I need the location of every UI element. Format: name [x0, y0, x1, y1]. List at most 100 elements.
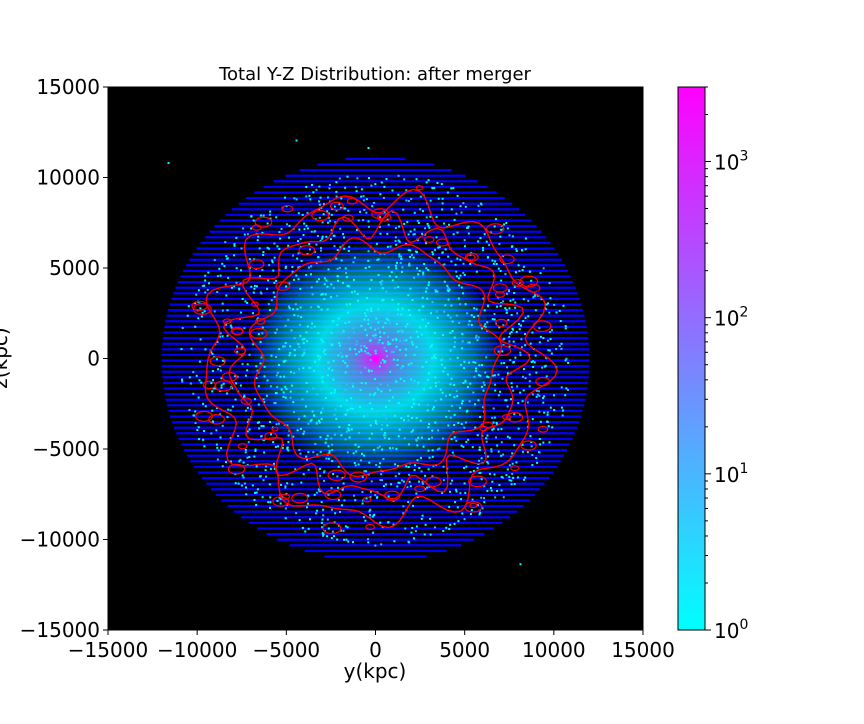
speckle	[300, 482, 302, 484]
speckle	[338, 426, 340, 428]
speckle	[518, 428, 520, 430]
speckle	[246, 302, 248, 304]
speckle	[260, 215, 262, 217]
speckle	[498, 268, 500, 270]
speckle	[485, 437, 487, 439]
speckle	[521, 346, 523, 348]
speckle	[431, 357, 433, 359]
speckle	[449, 491, 451, 493]
speckle	[397, 359, 399, 361]
colorbar-ticks: 100101102103	[705, 87, 748, 643]
speckle	[472, 391, 474, 393]
speckle	[258, 421, 260, 423]
speckle	[396, 262, 398, 264]
speckle	[282, 346, 284, 348]
speckle	[491, 481, 493, 483]
speckle	[449, 394, 451, 396]
speckle	[567, 362, 569, 364]
speckle	[325, 279, 327, 281]
speckle	[486, 441, 488, 443]
speckle	[355, 450, 357, 452]
speckle	[298, 449, 300, 451]
speckle	[327, 519, 329, 521]
speckle	[369, 438, 371, 440]
speckle	[334, 434, 336, 436]
speckle	[458, 284, 460, 286]
speckle	[313, 370, 315, 372]
speckle	[453, 424, 455, 426]
speckle	[202, 439, 204, 441]
speckle	[559, 345, 561, 347]
speckle	[319, 204, 321, 206]
speckle	[431, 344, 433, 346]
speckle	[225, 284, 227, 286]
speckle	[284, 386, 286, 388]
speckle	[308, 243, 310, 245]
speckle	[500, 428, 502, 430]
speckle	[327, 308, 329, 310]
speckle	[397, 330, 399, 332]
speckle	[327, 374, 329, 376]
speckle	[483, 501, 485, 503]
speckle	[347, 210, 349, 212]
speckle	[443, 311, 445, 313]
speckle	[293, 197, 295, 199]
speckle	[343, 499, 345, 501]
speckle	[425, 524, 427, 526]
speckle	[477, 434, 479, 436]
speckle	[298, 346, 300, 348]
speckle	[294, 337, 296, 339]
speckle	[265, 469, 267, 471]
speckle	[547, 411, 549, 413]
speckle	[464, 274, 466, 276]
speckle	[192, 371, 194, 373]
speckle	[398, 256, 400, 258]
speckle	[248, 441, 250, 443]
speckle	[211, 353, 213, 355]
speckle	[513, 444, 515, 446]
speckle	[447, 256, 449, 258]
speckle	[376, 387, 378, 389]
speckle	[217, 275, 219, 277]
speckle	[240, 269, 242, 271]
speckle	[453, 384, 455, 386]
speckle	[442, 530, 444, 532]
speckle	[318, 373, 320, 375]
speckle	[242, 298, 244, 300]
speckle	[361, 382, 363, 384]
speckle	[417, 273, 419, 275]
speckle	[300, 316, 302, 318]
speckle	[428, 179, 430, 181]
speckle	[277, 372, 279, 374]
speckle	[379, 479, 381, 481]
speckle	[430, 200, 432, 202]
speckle	[523, 368, 525, 370]
speckle	[294, 349, 296, 351]
speckle	[364, 345, 366, 347]
speckle	[502, 454, 504, 456]
speckle	[308, 195, 310, 197]
speckle	[413, 399, 415, 401]
outlier-point	[168, 162, 170, 164]
speckle	[324, 277, 326, 279]
speckle	[501, 476, 503, 478]
speckle	[442, 198, 444, 200]
speckle	[408, 233, 410, 235]
speckle	[278, 423, 280, 425]
speckle	[331, 537, 333, 539]
speckle	[483, 382, 485, 384]
speckle	[312, 411, 314, 413]
y-tick-label: 5000	[49, 256, 100, 280]
speckle	[353, 452, 355, 454]
speckle	[422, 305, 424, 307]
speckle	[452, 452, 454, 454]
speckle	[275, 332, 277, 334]
speckle	[442, 370, 444, 372]
speckle	[293, 372, 295, 374]
speckle	[293, 279, 295, 281]
speckle	[560, 343, 562, 345]
speckle	[421, 233, 423, 235]
speckle	[565, 325, 567, 327]
speckle	[428, 284, 430, 286]
speckle	[451, 378, 453, 380]
